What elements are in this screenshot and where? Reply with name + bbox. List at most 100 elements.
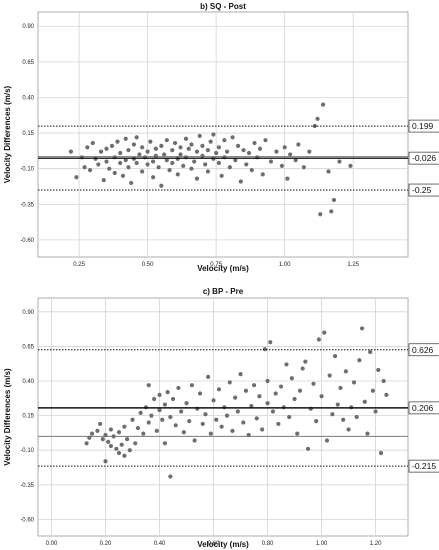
data-point [119,442,124,447]
data-point [316,337,321,342]
data-point [68,149,73,154]
data-point [170,160,175,166]
data-point [341,417,346,422]
data-point [331,197,337,203]
data-point [85,145,90,150]
data-point [311,381,316,386]
data-point [254,416,259,421]
data-point [376,367,381,373]
data-point [103,459,108,464]
data-point [108,427,114,432]
data-point [107,166,112,171]
data-point [307,149,312,154]
data-point [265,401,270,406]
data-point [108,443,114,449]
data-point [211,398,216,403]
data-point [293,158,298,163]
data-point [206,374,211,379]
data-point [251,383,257,388]
data-point [103,432,108,438]
reference-label: -0.25 [412,185,432,195]
data-point [122,453,127,458]
y-tick-label: 0.15 [22,414,34,420]
data-point [368,349,373,355]
y-tick-label: 0.90 [22,24,34,30]
data-point [335,402,340,407]
x-tick-label: 0.75 [210,262,222,268]
data-point [296,142,301,147]
data-point [127,448,132,453]
data-point [145,149,150,154]
data-point [82,165,87,170]
data-point [162,402,168,407]
data-point [189,166,194,171]
reference-label-box [408,401,439,415]
data-point [305,446,311,451]
data-point [123,158,128,163]
data-point [96,162,101,167]
data-point [125,437,130,442]
data-point [189,142,194,147]
data-point [301,165,306,170]
data-point [129,180,134,186]
data-point [152,396,157,402]
data-point [115,139,120,144]
data-point [101,177,106,183]
data-point [197,133,202,139]
x-tick-label: 0.50 [142,262,154,268]
x-tick-label: 1.00 [279,262,291,268]
data-point [183,136,189,141]
data-point [348,163,353,168]
reference-label-box [408,459,439,473]
reference-label: 0.626 [412,345,434,355]
data-point [120,173,126,178]
data-point [160,417,165,422]
data-point [208,431,213,436]
y-tick-label: -0.60 [20,238,34,244]
data-point [186,146,191,151]
chart-title: c) BP - Pre [203,287,244,296]
data-point [122,424,127,429]
data-point [203,412,208,417]
data-point [249,168,254,173]
data-point [84,441,89,446]
data-point [153,153,158,158]
data-point [134,160,139,166]
data-point [189,383,195,388]
data-point [197,391,203,396]
data-point [241,148,246,153]
data-point [126,165,131,170]
plot-frame [37,297,409,537]
data-point [322,330,327,335]
data-point [208,139,213,144]
data-point [378,450,384,456]
data-point [233,395,238,400]
data-point [157,407,162,413]
data-point [172,140,178,146]
data-point [214,150,219,156]
data-point [161,152,167,157]
data-point [384,392,389,397]
data-point [365,431,370,436]
data-point [151,159,156,164]
reference-label-box [408,183,439,197]
x-tick-label: 1.20 [370,541,382,547]
data-point [329,209,334,214]
data-point [181,430,186,435]
data-point [230,135,235,140]
data-point [381,378,386,384]
data-point [137,152,142,157]
data-point [373,409,378,414]
data-point [216,160,221,166]
reference-label-box [408,119,439,133]
data-point [300,366,305,371]
data-point [138,410,143,415]
y-tick-label: 0.65 [22,60,34,66]
data-point [146,420,151,425]
data-point [289,376,294,381]
data-point [249,403,254,409]
data-point [178,152,183,157]
data-point [263,138,268,143]
data-point [118,150,123,156]
x-tick-label: 0.20 [100,541,112,547]
